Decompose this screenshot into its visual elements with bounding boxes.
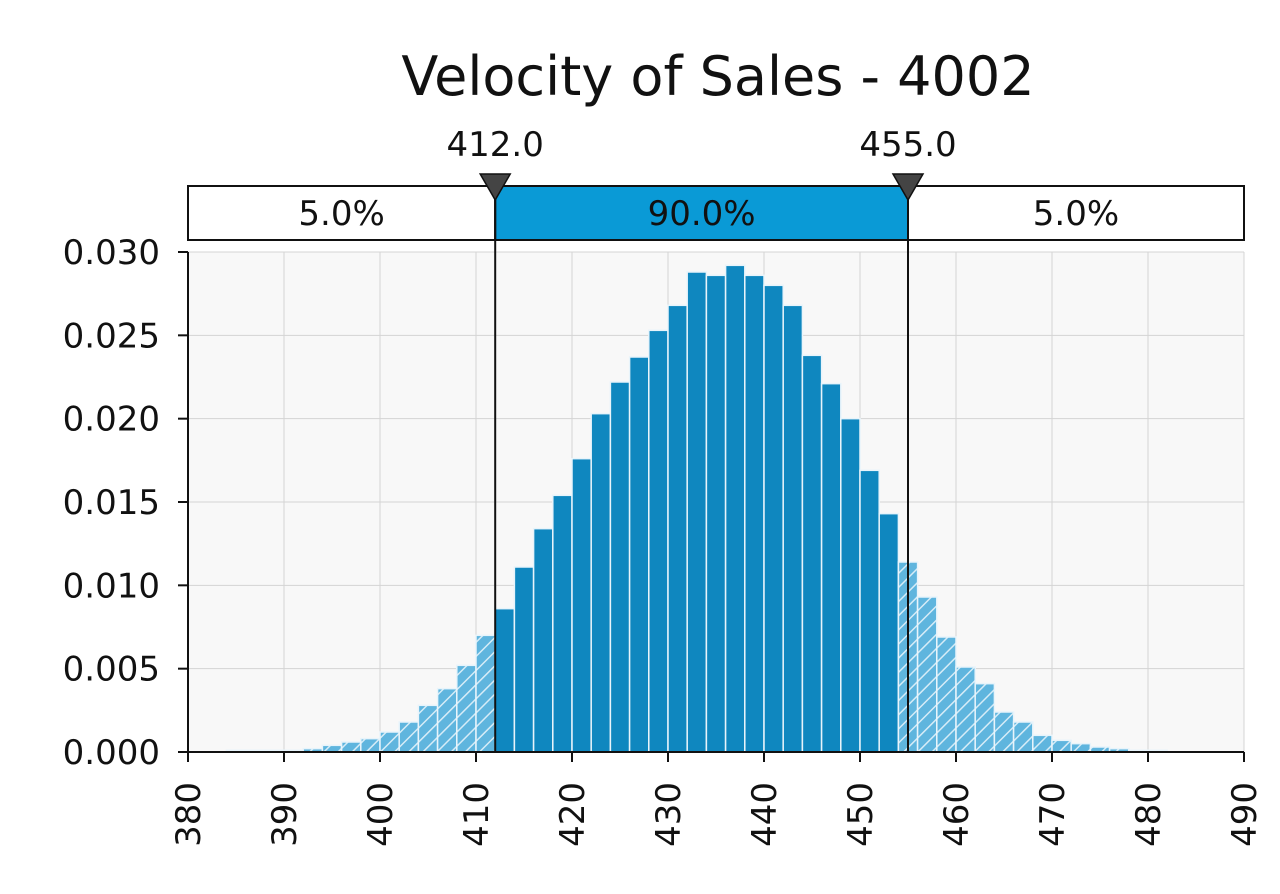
y-tick-label: 0.015 xyxy=(63,483,160,523)
histogram-bar xyxy=(494,607,516,753)
histogram-bar xyxy=(1070,742,1092,753)
x-tick-label: 490 xyxy=(1225,782,1265,847)
histogram-bar xyxy=(936,636,957,753)
histogram-bar xyxy=(571,457,592,753)
histogram-bar xyxy=(590,412,612,753)
cutoff-marker-icon[interactable] xyxy=(891,173,925,202)
histogram-bar xyxy=(340,741,362,753)
histogram-bar xyxy=(955,666,976,753)
cutoff-value-label: 455.0 xyxy=(859,125,956,165)
histogram-bar xyxy=(1051,739,1072,753)
histogram-bar xyxy=(820,382,842,753)
x-tick-labels: 380 390 400 410 420 430 440 450 460 470 480 490 xyxy=(169,782,1265,847)
band-segment xyxy=(494,185,909,241)
band-segment xyxy=(907,185,1245,241)
x-tick-label: 380 xyxy=(169,782,209,847)
histogram-bar xyxy=(801,354,823,753)
chart-title: Velocity of Sales - 4002 xyxy=(401,45,1034,108)
cutoff-markers[interactable]: 412.0 455.0 xyxy=(447,125,957,202)
cutoff-marker-icon[interactable] xyxy=(478,173,512,202)
histogram-bar xyxy=(878,512,900,753)
histogram-bar xyxy=(609,381,631,753)
x-tick-label: 390 xyxy=(265,782,305,847)
cutoff-value-label: 412.0 xyxy=(447,125,544,165)
y-tick-label: 0.025 xyxy=(63,316,160,356)
histogram-bar xyxy=(705,274,727,753)
band-segment xyxy=(187,185,497,241)
x-tick-label: 450 xyxy=(841,782,881,847)
histogram-bar xyxy=(993,711,1015,753)
x-tick-label: 430 xyxy=(649,782,689,847)
y-tick-label: 0.010 xyxy=(63,566,160,606)
band-segment-label: 90.0% xyxy=(648,194,756,234)
probability-band: 5.0% 90.0% 5.0% xyxy=(187,185,1245,241)
x-tick-label: 460 xyxy=(937,782,977,847)
histogram-bar xyxy=(417,704,439,753)
histogram-bar xyxy=(436,687,458,753)
histogram-bar xyxy=(859,469,880,753)
histogram-bar xyxy=(1012,721,1034,753)
band-segment-label: 5.0% xyxy=(1033,194,1119,234)
y-tick-label: 0.020 xyxy=(63,400,160,440)
histogram-bar xyxy=(667,304,688,753)
histogram-bars xyxy=(225,264,1168,753)
histogram-bar xyxy=(974,682,996,753)
axes xyxy=(178,251,1245,762)
histogram-bar xyxy=(1032,734,1053,753)
histogram-bar xyxy=(724,264,746,753)
x-tick-label: 400 xyxy=(361,782,401,847)
y-tick-labels: 0.000 0.005 0.010 0.015 0.020 0.025 0.030 xyxy=(63,233,160,773)
histogram-bar xyxy=(475,634,496,753)
histogram-bar xyxy=(782,304,804,753)
x-tick-label: 480 xyxy=(1129,782,1169,847)
x-tick-label: 410 xyxy=(457,782,497,847)
band-segment-label: 5.0% xyxy=(298,194,384,234)
histogram-bar xyxy=(628,356,650,753)
histogram-bar xyxy=(648,329,669,753)
y-tick-label: 0.030 xyxy=(63,233,160,273)
histogram-bar xyxy=(552,494,573,753)
histogram-bar xyxy=(360,737,381,753)
histogram-bar xyxy=(513,566,535,753)
y-tick-label: 0.005 xyxy=(63,650,160,690)
y-tick-label: 0.000 xyxy=(63,733,160,773)
x-tick-label: 420 xyxy=(553,782,593,847)
histogram-bar xyxy=(456,664,477,753)
cutoff-lines xyxy=(494,186,909,752)
histogram-bar xyxy=(916,596,938,753)
histogram-bar xyxy=(532,527,554,753)
histogram-bar xyxy=(398,721,420,753)
histogram-bar xyxy=(840,417,861,753)
histogram-bar xyxy=(763,284,784,753)
histogram-bar xyxy=(744,274,765,753)
x-tick-label: 440 xyxy=(745,782,785,847)
histogram-bar xyxy=(379,731,400,753)
histogram-bar xyxy=(686,271,708,753)
x-tick-label: 470 xyxy=(1033,782,1073,847)
